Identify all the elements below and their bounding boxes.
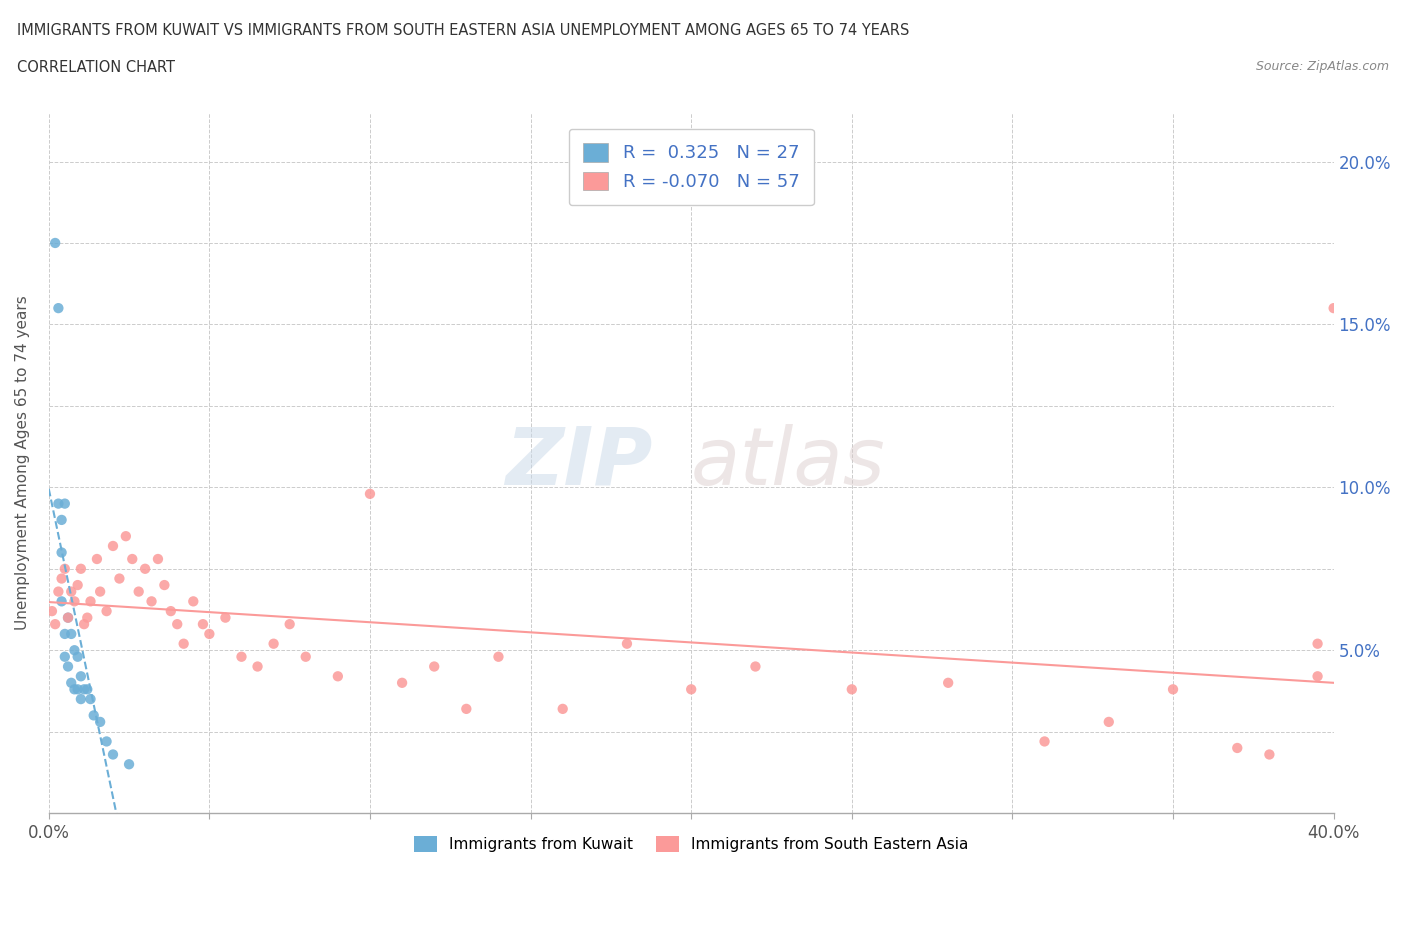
Point <box>96 604 118 618</box>
Point <box>326 669 349 684</box>
Point <box>73 682 96 697</box>
Point <box>76 610 98 625</box>
Point <box>141 594 163 609</box>
Point <box>1306 636 1329 651</box>
Point <box>198 627 221 642</box>
Point <box>278 617 301 631</box>
Point <box>391 675 413 690</box>
Point <box>616 636 638 651</box>
Point <box>121 551 143 566</box>
Point <box>359 486 381 501</box>
Point <box>101 538 124 553</box>
Point <box>681 682 703 697</box>
Point <box>44 235 66 250</box>
Point <box>108 571 131 586</box>
Point <box>115 529 138 544</box>
Point <box>214 610 236 625</box>
Point <box>1306 669 1329 684</box>
Point <box>76 682 98 697</box>
Point <box>56 610 79 625</box>
Point <box>159 604 181 618</box>
Point <box>44 617 66 631</box>
Point <box>118 757 141 772</box>
Point <box>181 594 204 609</box>
Point <box>79 594 101 609</box>
Legend: Immigrants from Kuwait, Immigrants from South Eastern Asia: Immigrants from Kuwait, Immigrants from … <box>408 830 974 858</box>
Point <box>83 708 105 723</box>
Point <box>63 682 86 697</box>
Point <box>53 562 76 577</box>
Point <box>134 562 156 577</box>
Point <box>1098 714 1121 729</box>
Point <box>66 649 89 664</box>
Text: Source: ZipAtlas.com: Source: ZipAtlas.com <box>1256 60 1389 73</box>
Point <box>48 300 70 315</box>
Point <box>166 617 188 631</box>
Point <box>63 643 86 658</box>
Point <box>73 617 96 631</box>
Text: IMMIGRANTS FROM KUWAIT VS IMMIGRANTS FROM SOUTH EASTERN ASIA UNEMPLOYMENT AMONG : IMMIGRANTS FROM KUWAIT VS IMMIGRANTS FRO… <box>17 23 910 38</box>
Point <box>51 594 73 609</box>
Point <box>1161 682 1184 697</box>
Point <box>153 578 176 592</box>
Point <box>89 714 111 729</box>
Point <box>96 734 118 749</box>
Point <box>53 649 76 664</box>
Point <box>246 659 269 674</box>
Text: ZIP: ZIP <box>505 424 652 502</box>
Point <box>51 571 73 586</box>
Point <box>70 562 93 577</box>
Point <box>1226 740 1249 755</box>
Point <box>173 636 195 651</box>
Point <box>70 692 93 707</box>
Point <box>488 649 510 664</box>
Point <box>66 682 89 697</box>
Point <box>841 682 863 697</box>
Point <box>48 497 70 512</box>
Point <box>146 551 169 566</box>
Point <box>60 675 83 690</box>
Point <box>79 692 101 707</box>
Point <box>56 610 79 625</box>
Point <box>191 617 214 631</box>
Point <box>551 701 574 716</box>
Point <box>128 584 150 599</box>
Point <box>60 584 83 599</box>
Point <box>1323 300 1346 315</box>
Point <box>53 497 76 512</box>
Point <box>63 594 86 609</box>
Text: atlas: atlas <box>692 424 886 502</box>
Point <box>41 604 63 618</box>
Point <box>936 675 959 690</box>
Point <box>294 649 316 664</box>
Point <box>86 551 108 566</box>
Point <box>101 747 124 762</box>
Point <box>456 701 478 716</box>
Point <box>1258 747 1281 762</box>
Point <box>56 659 79 674</box>
Point <box>1033 734 1056 749</box>
Point <box>51 512 73 527</box>
Point <box>263 636 285 651</box>
Y-axis label: Unemployment Among Ages 65 to 74 years: Unemployment Among Ages 65 to 74 years <box>15 296 30 631</box>
Point <box>70 669 93 684</box>
Point <box>231 649 253 664</box>
Point <box>60 627 83 642</box>
Point <box>48 584 70 599</box>
Point <box>89 584 111 599</box>
Point <box>423 659 446 674</box>
Point <box>744 659 766 674</box>
Point <box>53 627 76 642</box>
Point <box>66 578 89 592</box>
Point <box>51 545 73 560</box>
Text: CORRELATION CHART: CORRELATION CHART <box>17 60 174 75</box>
